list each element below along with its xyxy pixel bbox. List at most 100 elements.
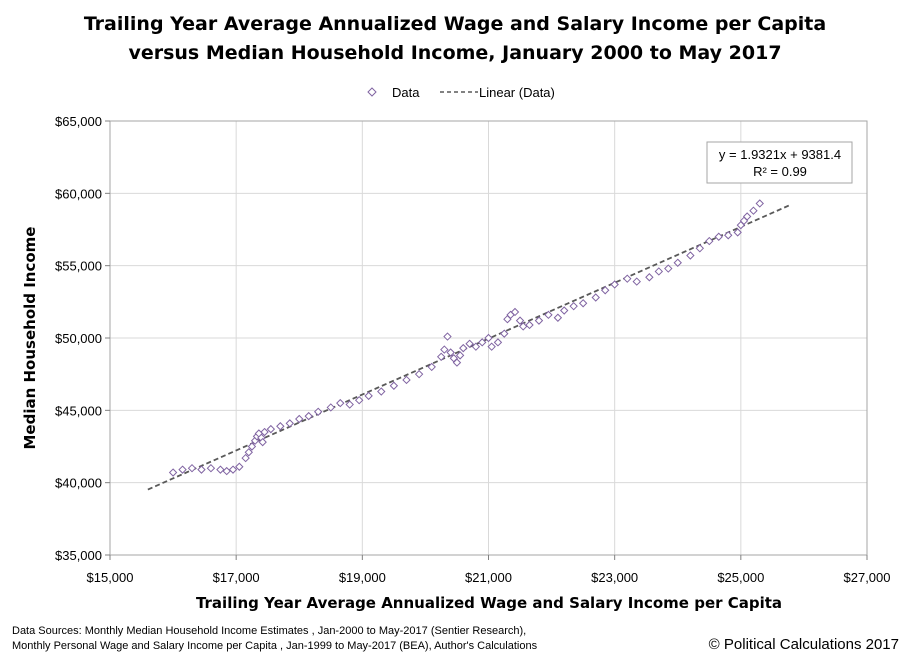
data-point — [459, 343, 468, 353]
data-point — [326, 403, 335, 412]
x-tick-label: $21,000 — [465, 570, 512, 585]
data-point — [436, 352, 446, 362]
data-point — [477, 338, 487, 347]
data-point — [168, 468, 178, 477]
data-point — [705, 236, 714, 246]
data-point — [197, 465, 206, 474]
data-point — [500, 329, 509, 338]
data-point — [686, 251, 695, 260]
data-point — [534, 316, 544, 325]
x-tick-label: $15,000 — [87, 570, 134, 585]
data-point — [714, 232, 723, 241]
y-tick-label: $40,000 — [55, 476, 102, 491]
data-sources-line-1: Data Sources: Monthly Median Household I… — [12, 625, 527, 637]
data-point — [178, 465, 187, 474]
x-axis-title: Trailing Year Average Annualized Wage an… — [196, 594, 782, 611]
equation-box-frame — [706, 141, 853, 184]
data-point — [206, 463, 216, 473]
data-point — [654, 267, 664, 276]
data-point — [695, 244, 705, 253]
data-point — [455, 351, 465, 360]
data-point — [515, 316, 525, 325]
data-point — [623, 274, 632, 283]
data-point — [465, 339, 474, 348]
data-point — [755, 199, 764, 208]
data-point — [600, 286, 610, 295]
data-points — [168, 199, 764, 477]
chart-title-line-2: versus Median Household Income, January … — [128, 42, 781, 64]
data-point — [228, 465, 238, 474]
axis-ticks: $15,000 $17,000 $19,000 $21,000 $23,000 $25,0… — [55, 114, 891, 585]
data-point — [427, 362, 436, 372]
data-point — [452, 358, 462, 367]
data-point — [364, 391, 373, 401]
data-point — [559, 306, 569, 315]
legend-trend-label: Linear (Data) — [479, 85, 555, 100]
chart-title-line-1: Trailing Year Average Annualized Wage an… — [84, 13, 826, 35]
data-point — [749, 206, 758, 215]
data-point — [276, 422, 285, 431]
data-point — [285, 419, 294, 428]
data-point — [402, 375, 411, 385]
data-point — [354, 395, 364, 405]
data-point — [493, 338, 503, 347]
legend-data-label: Data — [392, 85, 420, 100]
data-point — [518, 322, 528, 331]
x-tick-label: $17,000 — [213, 570, 260, 585]
data-point — [610, 280, 619, 289]
data-point — [336, 398, 345, 408]
trendline-dashed — [147, 203, 792, 491]
data-point — [304, 411, 313, 421]
data-point — [216, 465, 225, 474]
data-point — [544, 310, 553, 320]
data-point — [345, 400, 354, 409]
data-point — [389, 381, 399, 390]
data-point — [440, 345, 449, 354]
legend-diamond-icon — [367, 87, 377, 97]
data-point — [266, 424, 276, 434]
equation-box: y = 1.9321x + 9381.4 R² = 0.99 — [706, 141, 853, 184]
data-point — [569, 301, 578, 311]
y-tick-label: $50,000 — [55, 331, 102, 346]
y-tick-label: $60,000 — [55, 186, 102, 201]
data-point — [510, 307, 520, 317]
data-point — [295, 414, 304, 424]
data-point — [733, 228, 742, 237]
data-sources-note: Data Sources: Monthly Median Household I… — [12, 624, 537, 654]
data-point — [742, 212, 752, 221]
data-point — [222, 466, 231, 476]
data-sources-line-2: Monthly Personal Wage and Salary Income … — [12, 640, 538, 652]
data-point — [591, 293, 600, 302]
y-axis-title: Median Household Income — [21, 227, 39, 450]
y-tick-label: $35,000 — [55, 548, 102, 563]
data-point — [244, 448, 253, 457]
data-point — [260, 427, 269, 437]
trend-r-squared: R² = 0.99 — [753, 164, 807, 179]
legend: Data Linear (Data) — [367, 85, 555, 100]
data-point — [247, 442, 257, 451]
chart: Trailing Year Average Annualized Wage an… — [21, 13, 891, 611]
data-point — [241, 453, 250, 463]
data-point — [553, 313, 563, 322]
copyright-notice: © Political Calculations 2017 — [708, 636, 899, 653]
data-point — [313, 407, 323, 416]
data-point — [446, 348, 455, 357]
data-point — [664, 264, 673, 273]
trendline — [147, 203, 792, 491]
data-point — [235, 462, 244, 471]
data-point — [525, 320, 534, 330]
data-point — [187, 463, 197, 473]
trend-equation: y = 1.9321x + 9381.4 — [719, 147, 841, 162]
data-point — [632, 277, 641, 286]
data-point — [645, 273, 654, 282]
data-point — [377, 387, 386, 396]
x-tick-label: $27,000 — [844, 570, 891, 585]
data-point — [724, 231, 733, 240]
data-point — [414, 369, 424, 379]
data-point — [443, 332, 452, 341]
x-tick-label: $19,000 — [339, 570, 386, 585]
data-point — [578, 299, 588, 308]
data-point — [258, 437, 267, 447]
data-point — [673, 258, 682, 267]
x-tick-label: $23,000 — [591, 570, 638, 585]
